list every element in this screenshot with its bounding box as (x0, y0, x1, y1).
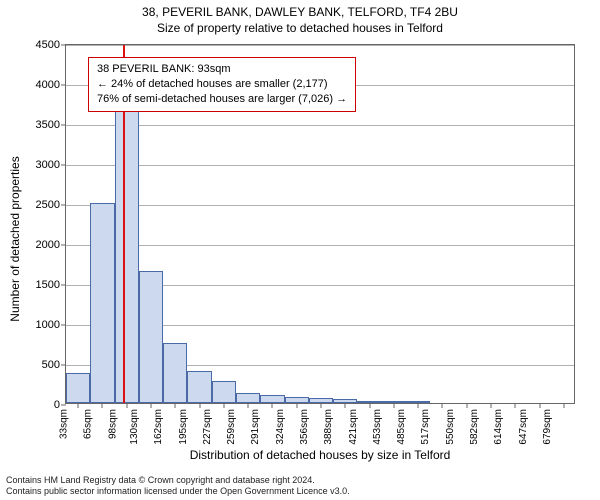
ytick-mark (61, 285, 66, 286)
xtick-label: 227sqm (202, 409, 213, 445)
xtick-mark (296, 403, 297, 408)
histogram-bar (115, 83, 139, 403)
xtick-mark (345, 403, 346, 408)
xtick-mark (418, 403, 419, 408)
xtick-mark (491, 403, 492, 408)
histogram-bar (236, 393, 260, 403)
grid-line (66, 165, 574, 166)
grid-line (66, 45, 574, 46)
histogram-bar (66, 373, 90, 403)
plot-region: 05001000150020002500300035004000450033sq… (65, 44, 575, 404)
xtick-mark (442, 403, 443, 408)
ytick-label: 2500 (36, 199, 60, 211)
xtick-label: 324sqm (275, 409, 286, 445)
title-line2: Size of property relative to detached ho… (0, 20, 600, 36)
ytick-mark (61, 45, 66, 46)
xtick-label: 421sqm (347, 409, 358, 445)
ytick-label: 4500 (36, 39, 60, 51)
histogram-bar (90, 203, 114, 403)
chart-title-block: 38, PEVERIL BANK, DAWLEY BANK, TELFORD, … (0, 0, 600, 36)
xtick-mark (466, 403, 467, 408)
xtick-mark (102, 403, 103, 408)
xtick-mark (272, 403, 273, 408)
ytick-label: 2000 (36, 239, 60, 251)
histogram-bar (163, 343, 187, 403)
ytick-mark (61, 365, 66, 366)
xtick-mark (151, 403, 152, 408)
xtick-mark (321, 403, 322, 408)
annotation-line3: 76% of semi-detached houses are larger (… (97, 92, 347, 107)
xtick-label: 195sqm (177, 409, 188, 445)
xtick-mark (539, 403, 540, 408)
ytick-label: 4000 (36, 79, 60, 91)
x-axis-label: Distribution of detached houses by size … (190, 448, 451, 462)
xtick-label: 679sqm (542, 409, 553, 445)
annotation-line1: 38 PEVERIL BANK: 93sqm (97, 62, 347, 77)
xtick-label: 453sqm (372, 409, 383, 445)
histogram-bar (139, 271, 163, 403)
histogram-bar (187, 371, 211, 403)
title-line1: 38, PEVERIL BANK, DAWLEY BANK, TELFORD, … (0, 4, 600, 20)
xtick-label: 582sqm (469, 409, 480, 445)
ytick-label: 3000 (36, 159, 60, 171)
ytick-mark (61, 405, 66, 406)
xtick-label: 162sqm (153, 409, 164, 445)
footer-line1: Contains HM Land Registry data © Crown c… (6, 475, 350, 486)
xtick-label: 259sqm (226, 409, 237, 445)
xtick-mark (369, 403, 370, 408)
xtick-mark (199, 403, 200, 408)
grid-line (66, 245, 574, 246)
ytick-label: 1500 (36, 279, 60, 291)
histogram-bar (260, 395, 284, 403)
footer-attribution: Contains HM Land Registry data © Crown c… (6, 475, 350, 498)
grid-line (66, 205, 574, 206)
chart-area: Number of detached properties 0500100015… (65, 44, 575, 434)
xtick-mark (563, 403, 564, 408)
annotation-box: 38 PEVERIL BANK: 93sqm← 24% of detached … (88, 57, 356, 112)
y-axis-label: Number of detached properties (8, 156, 22, 321)
ytick-label: 3500 (36, 119, 60, 131)
grid-line (66, 125, 574, 126)
xtick-label: 485sqm (396, 409, 407, 445)
xtick-label: 388sqm (323, 409, 334, 445)
ytick-mark (61, 85, 66, 86)
histogram-bar (212, 381, 236, 403)
ytick-label: 1000 (36, 319, 60, 331)
xtick-label: 33sqm (59, 409, 70, 439)
xtick-label: 98sqm (107, 409, 118, 439)
xtick-mark (126, 403, 127, 408)
xtick-mark (515, 403, 516, 408)
ytick-label: 500 (42, 359, 60, 371)
xtick-label: 647sqm (517, 409, 528, 445)
xtick-label: 550sqm (445, 409, 456, 445)
xtick-mark (223, 403, 224, 408)
ytick-mark (61, 165, 66, 166)
annotation-line2: ← 24% of detached houses are smaller (2,… (97, 77, 347, 92)
xtick-mark (393, 403, 394, 408)
xtick-mark (78, 403, 79, 408)
ytick-mark (61, 325, 66, 326)
xtick-label: 65sqm (83, 409, 94, 439)
xtick-label: 356sqm (299, 409, 310, 445)
xtick-label: 130sqm (129, 409, 140, 445)
xtick-label: 291sqm (250, 409, 261, 445)
xtick-mark (175, 403, 176, 408)
xtick-label: 614sqm (493, 409, 504, 445)
xtick-mark (248, 403, 249, 408)
ytick-mark (61, 125, 66, 126)
ytick-mark (61, 245, 66, 246)
ytick-mark (61, 205, 66, 206)
xtick-label: 517sqm (420, 409, 431, 445)
footer-line2: Contains public sector information licen… (6, 486, 350, 497)
